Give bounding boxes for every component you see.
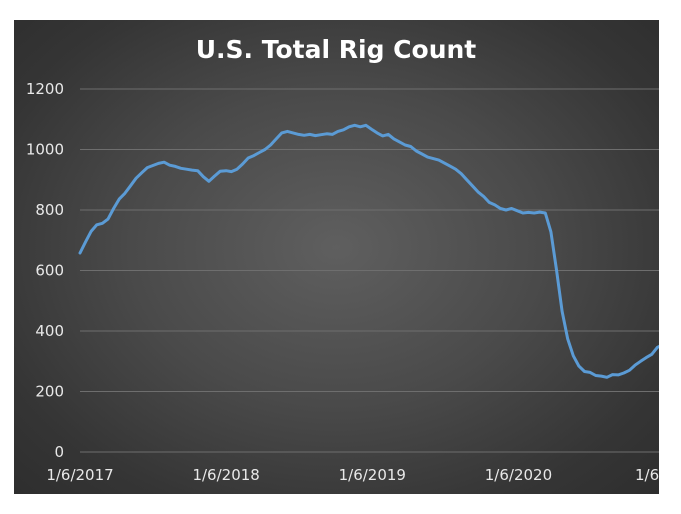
series-layer xyxy=(78,123,659,379)
rig-count-line xyxy=(78,123,659,379)
y-tick-label: 1200 xyxy=(26,80,64,98)
x-axis-ticks: 1/6/2017 1/6/2018 1/6/2019 1/6/2020 1/6/20 xyxy=(46,466,659,484)
gridlines xyxy=(80,88,659,453)
x-tick-label: 1/6/20 xyxy=(635,466,659,484)
rig-count-chart: U.S. Total Rig Count 0 200 400 600 800 1000 12… xyxy=(26,35,659,484)
y-axis-ticks: 0 200 400 600 800 1000 1200 xyxy=(26,80,64,461)
chart-title: U.S. Total Rig Count xyxy=(196,35,477,64)
x-tick-label: 1/6/2017 xyxy=(46,466,113,484)
y-tick-label: 600 xyxy=(35,262,64,280)
y-tick-label: 200 xyxy=(35,383,64,401)
x-tick-label: 1/6/2018 xyxy=(192,466,259,484)
x-tick-label: 1/6/2019 xyxy=(339,466,406,484)
y-tick-label: 400 xyxy=(35,322,64,340)
y-tick-label: 1000 xyxy=(26,141,64,159)
y-tick-label: 0 xyxy=(54,443,64,461)
chart-frame: U.S. Total Rig Count 0 200 400 600 800 1000 12… xyxy=(14,20,659,494)
x-tick-label: 1/6/2020 xyxy=(485,466,552,484)
y-tick-label: 800 xyxy=(35,201,64,219)
